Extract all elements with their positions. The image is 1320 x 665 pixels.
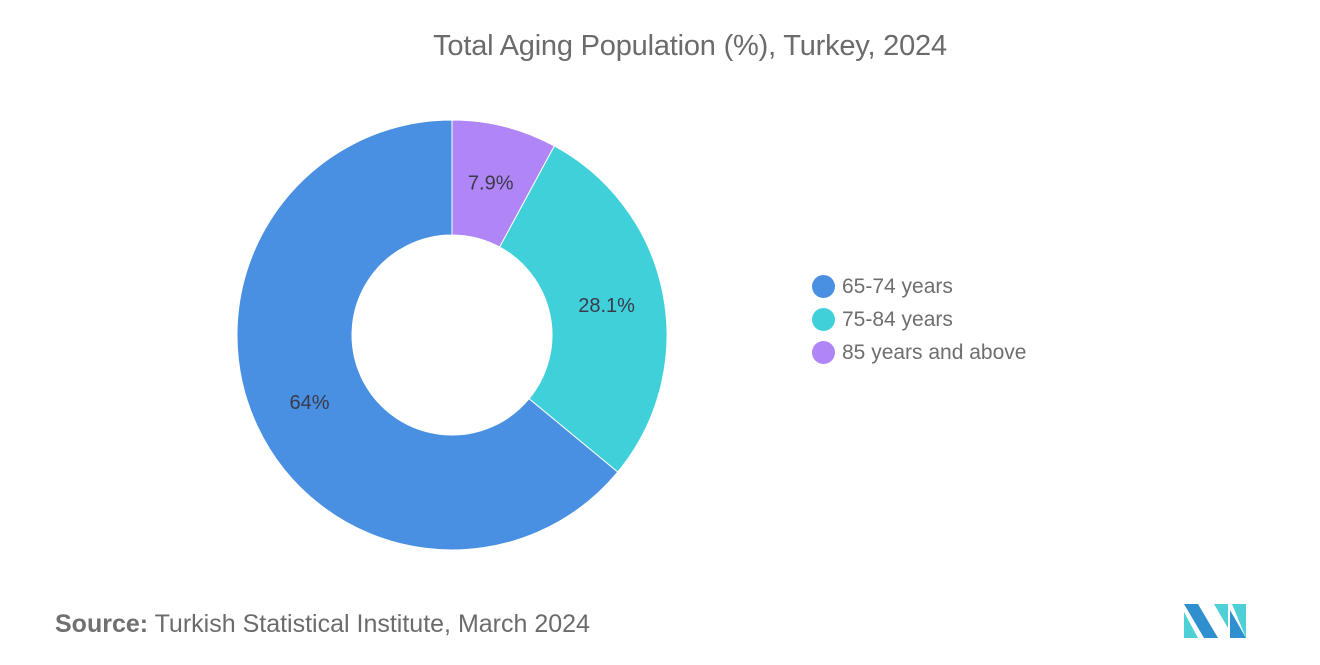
slice-value-label: 28.1% (578, 295, 635, 317)
source-text: Turkish Statistical Institute, March 202… (154, 610, 590, 638)
legend-swatch-icon (812, 341, 835, 364)
legend-item-85-plus[interactable]: 85 years and above (812, 336, 1026, 369)
donut-slice-75-84-years[interactable] (498, 145, 668, 473)
donut-slices (236, 119, 668, 551)
chart-legend: 65-74 years 75-84 years 85 years and abo… (812, 270, 1026, 369)
legend-label: 75-84 years (842, 307, 953, 331)
legend-item-75-84[interactable]: 75-84 years (812, 303, 1026, 336)
source-label: Source: (55, 610, 149, 638)
brand-logo-icon (1184, 604, 1246, 638)
legend-label: 85 years and above (842, 340, 1027, 364)
source-note: Source: Turkish Statistical Institute, M… (55, 610, 590, 639)
legend-swatch-icon (812, 308, 835, 331)
legend-swatch-icon (812, 275, 835, 298)
slice-value-label: 7.9% (468, 172, 514, 194)
legend-item-65-74[interactable]: 65-74 years (812, 270, 1026, 303)
chart-title: Total Aging Population (%), Turkey, 2024 (433, 30, 947, 62)
legend-label: 65-74 years (842, 274, 953, 298)
slice-value-label: 64% (289, 392, 329, 414)
donut-slice-65-74-years[interactable] (236, 119, 619, 551)
slice-labels: 7.9% 28.1% 64% (289, 172, 635, 414)
